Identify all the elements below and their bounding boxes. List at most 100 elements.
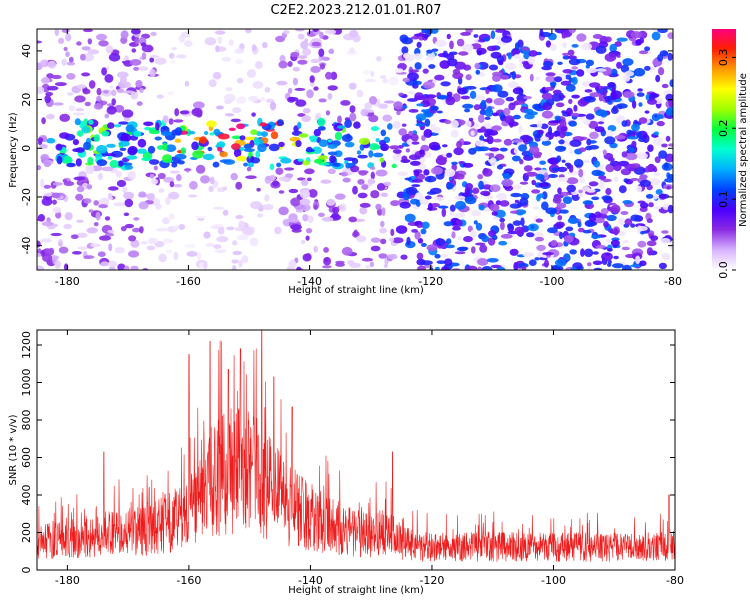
- heatmap-cell: [558, 146, 567, 150]
- heatmap-cell: [122, 162, 133, 166]
- heatmap-cell: [478, 204, 485, 211]
- heatmap-cell: [76, 219, 84, 223]
- heatmap-cell: [610, 239, 620, 247]
- heatmap-cell: [171, 46, 178, 51]
- heatmap-cell: [584, 89, 593, 93]
- heatmap-cell: [613, 227, 619, 236]
- heatmap-cell: [368, 150, 374, 158]
- heatmap-cell: [304, 168, 315, 175]
- heatmap-cell: [628, 168, 639, 172]
- heatmap-cell: [269, 163, 275, 171]
- heatmap-cell: [477, 146, 490, 152]
- heatmap-cell: [130, 42, 136, 46]
- heatmap-cell: [605, 129, 614, 138]
- heatmap-cell: [228, 127, 236, 131]
- heatmap-cell: [655, 74, 661, 83]
- heatmap-cell: [406, 236, 411, 246]
- heatmap-cell: [317, 212, 325, 217]
- heatmap-cell: [86, 184, 93, 190]
- heatmap-cell: [637, 226, 648, 231]
- heatmap-cell: [162, 217, 170, 225]
- heatmap-cell: [496, 266, 506, 270]
- heatmap-cell: [192, 101, 205, 109]
- heatmap-cell: [630, 214, 641, 222]
- heatmap-cell: [37, 165, 41, 171]
- heatmap-cell: [181, 31, 191, 38]
- heatmap-cell: [177, 160, 185, 165]
- heatmap-cell: [117, 263, 126, 270]
- heatmap-cell: [631, 123, 640, 132]
- heatmap-cell: [489, 203, 500, 212]
- heatmap-cell: [264, 87, 271, 93]
- heatmap-cell: [174, 138, 182, 143]
- heatmap-cell: [541, 201, 549, 211]
- heatmap-cell: [435, 238, 446, 246]
- heatmap-cell: [76, 185, 85, 193]
- heatmap-cell: [290, 197, 301, 207]
- heatmap-cell: [238, 259, 243, 268]
- heatmap-cell: [123, 81, 132, 88]
- heatmap-cell: [638, 37, 645, 44]
- heatmap-cell: [556, 202, 567, 209]
- heatmap-cell: [661, 230, 669, 234]
- heatmap-cell: [358, 170, 368, 176]
- heatmap-cell: [415, 192, 423, 200]
- heatmap-cell: [262, 204, 274, 211]
- heatmap-cell: [40, 249, 46, 257]
- heatmap-cell: [313, 204, 319, 210]
- heatmap-cell: [591, 169, 603, 177]
- x-tick-label: -140: [298, 574, 323, 587]
- heatmap-cell: [41, 117, 46, 125]
- heatmap-cell: [122, 186, 128, 194]
- heatmap-cell: [389, 145, 400, 150]
- heatmap-cell: [148, 159, 160, 165]
- heatmap-cell: [87, 49, 100, 55]
- heatmap-cell: [131, 48, 137, 53]
- heatmap-cell: [165, 144, 177, 152]
- heatmap-cell: [375, 138, 380, 143]
- heatmap-cell: [65, 33, 72, 42]
- heatmap-cell: [268, 143, 280, 152]
- heatmap-cell: [513, 100, 525, 105]
- heatmap-cell: [87, 156, 94, 165]
- heatmap-cell: [462, 103, 474, 109]
- heatmap-cell: [368, 114, 379, 123]
- heatmap-cell: [64, 212, 73, 221]
- heatmap-cell: [404, 213, 416, 223]
- heatmap-cell: [74, 118, 81, 126]
- heatmap-cell: [65, 51, 70, 58]
- heatmap-cell: [570, 112, 580, 117]
- heatmap-cell: [415, 199, 421, 207]
- heatmap-cell: [589, 92, 602, 98]
- heatmap-cell: [108, 53, 121, 62]
- heatmap-cell: [123, 191, 135, 200]
- heatmap-cell: [376, 183, 386, 191]
- heatmap-cell: [276, 80, 288, 86]
- heatmap-cell: [370, 126, 380, 132]
- heatmap-cell: [549, 81, 557, 87]
- heatmap-cell: [287, 87, 293, 94]
- heatmap-cell: [366, 109, 374, 113]
- heatmap-cell: [124, 165, 134, 170]
- heatmap-cell: [318, 98, 327, 103]
- heatmap-cell: [446, 182, 454, 190]
- heatmap-cell: [602, 149, 607, 156]
- heatmap-cell: [439, 60, 451, 69]
- heatmap-cell: [214, 249, 227, 254]
- heatmap-cell: [562, 52, 570, 56]
- heatmap-cell: [432, 196, 445, 201]
- heatmap-cell: [186, 251, 198, 257]
- heatmap-cell: [393, 101, 403, 110]
- heatmap-cell: [493, 98, 505, 106]
- heatmap-cell: [249, 237, 259, 247]
- heatmap-cell: [196, 252, 202, 261]
- heatmap-cell: [101, 166, 114, 172]
- heatmap-cell: [146, 245, 156, 251]
- heatmap-cell: [121, 109, 134, 118]
- heatmap-cell: [359, 206, 368, 215]
- heatmap-cell: [668, 99, 673, 108]
- heatmap-cell: [567, 217, 579, 224]
- heatmap-cell: [205, 242, 215, 247]
- heatmap-cell: [162, 142, 168, 151]
- heatmap-cell: [573, 104, 578, 112]
